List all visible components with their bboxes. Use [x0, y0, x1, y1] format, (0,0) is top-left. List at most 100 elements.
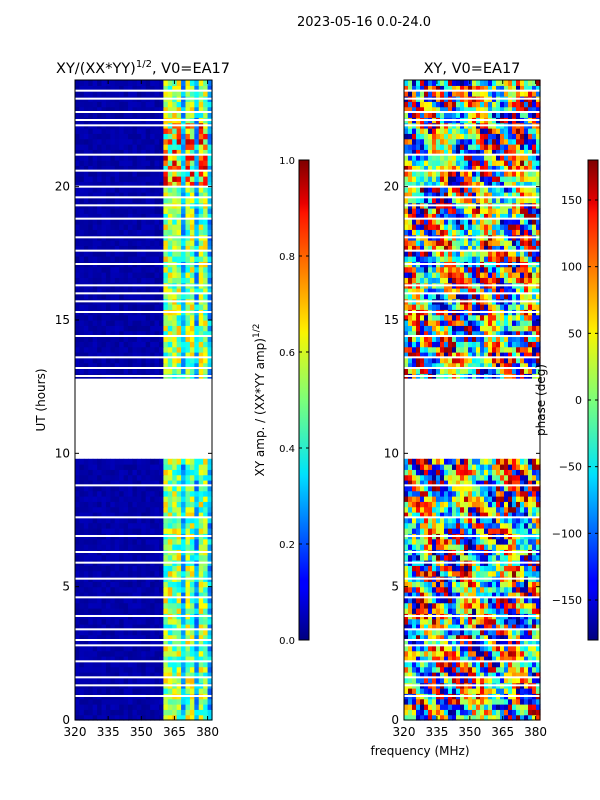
- heatmap-cell: [412, 480, 417, 486]
- heatmap-cell: [516, 544, 521, 550]
- heatmap-cell: [145, 293, 151, 300]
- heatmap-cell: [167, 314, 173, 321]
- heatmap-cell: [83, 485, 89, 492]
- heatmap-cell: [101, 528, 107, 534]
- heatmap-cell: [123, 213, 129, 220]
- heatmap-cell: [83, 213, 89, 220]
- heatmap-cell: [460, 496, 465, 502]
- heatmap-cell: [158, 645, 164, 652]
- heatmap-cell: [524, 522, 529, 529]
- heatmap-cell: [436, 517, 441, 524]
- heatmap-cell: [158, 512, 164, 518]
- heatmap-cell: [132, 128, 138, 134]
- heatmap-cell: [203, 469, 209, 476]
- heatmap-cell: [516, 656, 521, 662]
- heatmap-cell: [198, 245, 204, 252]
- heatmap-cell: [464, 709, 469, 716]
- heatmap-cell: [110, 672, 116, 678]
- heatmap-cell: [141, 645, 147, 652]
- heatmap-cell: [408, 570, 413, 577]
- heatmap-cell: [154, 677, 160, 684]
- heatmap-cell: [460, 581, 465, 588]
- heatmap-cell: [176, 288, 182, 294]
- heatmap-cell: [524, 517, 529, 524]
- heatmap-cell: [500, 592, 505, 598]
- heatmap-cell: [524, 464, 529, 470]
- heatmap-cell: [488, 517, 493, 524]
- heatmap-cell: [114, 698, 120, 705]
- heatmap-cell: [207, 490, 213, 497]
- heatmap-cell: [158, 586, 164, 593]
- heatmap-cell: [79, 640, 85, 646]
- heatmap-cell: [203, 554, 209, 561]
- heatmap-cell: [500, 666, 505, 673]
- heatmap-cell: [154, 352, 160, 358]
- heatmap-cell: [158, 304, 164, 310]
- heatmap-cell: [181, 229, 187, 236]
- heatmap-cell: [101, 218, 107, 225]
- heatmap-cell: [75, 522, 81, 529]
- heatmap-cell: [163, 602, 169, 609]
- heatmap-cell: [114, 266, 120, 273]
- heatmap-cell: [150, 704, 156, 710]
- heatmap-cell: [207, 197, 213, 204]
- heatmap-cell: [524, 565, 529, 572]
- heatmap-cell: [181, 144, 187, 150]
- heatmap-cell: [496, 592, 501, 598]
- heatmap-cell: [420, 672, 425, 678]
- heatmap-cell: [480, 645, 485, 652]
- heatmap-cell: [132, 464, 138, 470]
- heatmap-cell: [416, 570, 421, 577]
- heatmap-cell: [532, 554, 537, 561]
- heatmap-cell: [101, 112, 107, 118]
- heatmap-cell: [110, 352, 116, 358]
- heatmap-cell: [172, 474, 178, 481]
- heatmap-cell: [181, 250, 187, 257]
- heatmap-cell: [198, 362, 204, 369]
- heatmap-cell: [448, 512, 453, 518]
- heatmap-cell: [150, 538, 156, 545]
- heatmap-cell: [79, 602, 85, 609]
- heatmap-cell: [150, 362, 156, 369]
- heatmap-cell: [504, 677, 509, 684]
- heatmap-cell: [472, 629, 477, 636]
- heatmap-cell: [167, 80, 173, 86]
- heatmap-cell: [150, 346, 156, 353]
- heatmap-cell: [163, 346, 169, 353]
- heatmap-cell: [79, 138, 85, 145]
- heatmap-cell: [75, 176, 81, 182]
- heatmap-cell: [528, 480, 533, 486]
- heatmap-cell: [145, 672, 151, 678]
- heatmap-cell: [105, 186, 111, 193]
- heatmap-cell: [83, 698, 89, 705]
- heatmap-cell: [123, 362, 129, 369]
- heatmap-cell: [496, 634, 501, 641]
- heatmap-cell: [128, 357, 134, 364]
- heatmap-cell: [128, 330, 134, 337]
- heatmap-cell: [132, 512, 138, 518]
- heatmap-cell: [189, 629, 195, 636]
- heatmap-cell: [203, 490, 209, 497]
- heatmap-cell: [532, 656, 537, 662]
- heatmap-cell: [185, 170, 191, 177]
- heatmap-cell: [83, 106, 89, 113]
- heatmap-cell: [185, 138, 191, 145]
- heatmap-cell: [105, 112, 111, 118]
- x-tick-label: 365: [163, 725, 186, 739]
- heatmap-cell: [119, 688, 125, 694]
- heatmap-cell: [97, 224, 103, 230]
- heatmap-cell: [123, 144, 129, 150]
- heatmap-cell: [79, 352, 85, 358]
- heatmap-cell: [198, 469, 204, 476]
- heatmap-cell: [456, 618, 461, 625]
- heatmap-cell: [424, 634, 429, 641]
- heatmap-cell: [167, 213, 173, 220]
- heatmap-cell: [154, 368, 160, 374]
- heatmap-cell: [516, 608, 521, 614]
- heatmap-cell: [110, 602, 116, 609]
- heatmap-cell: [128, 570, 134, 577]
- heatmap-cell: [101, 144, 107, 150]
- heatmap-cell: [123, 490, 129, 497]
- heatmap-cell: [176, 133, 182, 140]
- heatmap-cell: [167, 149, 173, 156]
